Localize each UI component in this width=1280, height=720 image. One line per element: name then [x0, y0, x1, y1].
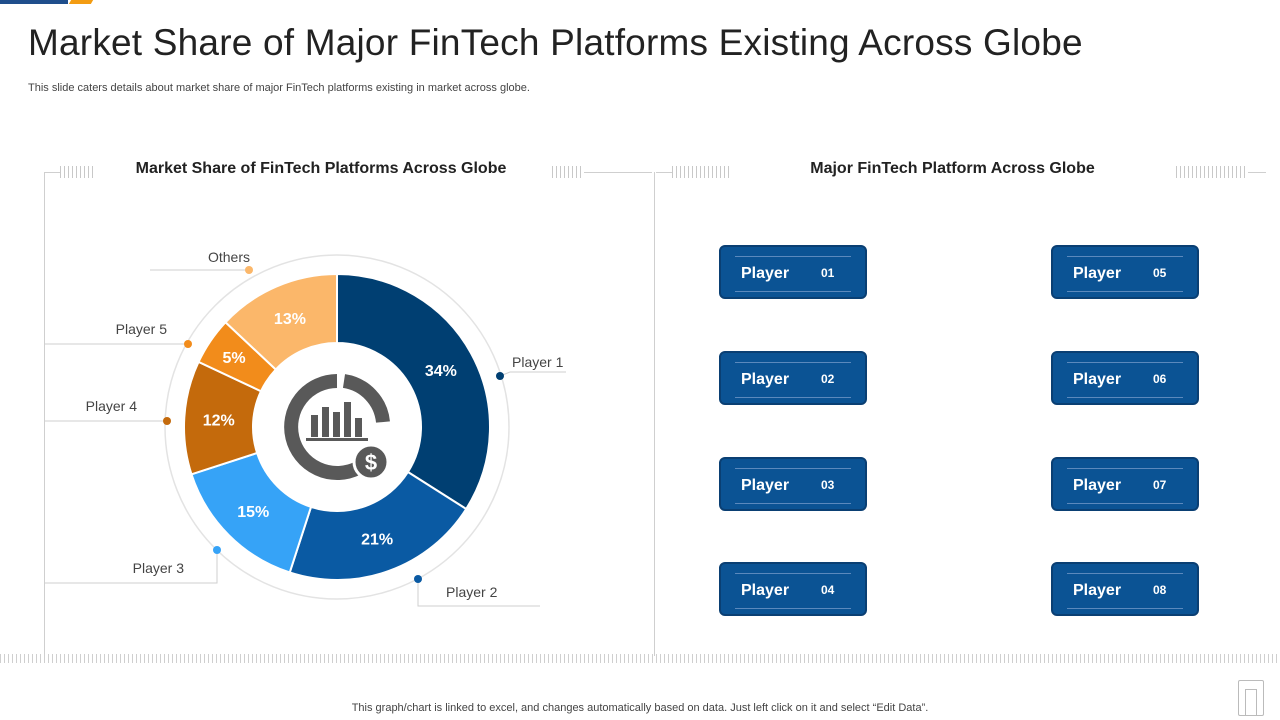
corner-accent	[0, 0, 100, 6]
player-box-line	[1067, 397, 1183, 398]
heading-ticks-left	[60, 166, 94, 178]
slice-value-label: 15%	[237, 504, 269, 521]
player-box-line	[1067, 573, 1183, 574]
player-number: 01	[821, 266, 835, 280]
player-number: 05	[1153, 266, 1167, 280]
left-frame-side-line	[44, 172, 45, 656]
player-box-line	[735, 362, 851, 363]
slice-name-label: Player 5	[116, 321, 168, 337]
player-box-06[interactable]: Player 06	[1051, 351, 1199, 405]
player-label: Player	[741, 477, 790, 494]
player-number: 03	[821, 478, 835, 492]
player-number: 06	[1153, 372, 1167, 386]
callout-dot	[496, 372, 504, 380]
player-box-line	[1067, 468, 1183, 469]
slice-value-label: 13%	[274, 311, 306, 328]
player-box-08[interactable]: Player 08	[1051, 562, 1199, 616]
player-label: Player	[1073, 582, 1122, 599]
callout-dot	[184, 340, 192, 348]
footnote: This graph/chart is linked to excel, and…	[351, 702, 929, 714]
player-label: Player	[1073, 265, 1122, 282]
slide-icon	[1238, 680, 1264, 716]
player-label: Player	[741, 371, 790, 388]
corner-accent-orange	[68, 0, 94, 4]
donut-slice[interactable]	[288, 470, 468, 581]
player-box-line	[1067, 362, 1183, 363]
player-label: Player	[741, 265, 790, 282]
player-box-02[interactable]: Player 02	[719, 351, 867, 405]
player-label: Player	[1073, 371, 1122, 388]
player-box-07[interactable]: Player 07	[1051, 457, 1199, 511]
slice-name-label: Player 3	[133, 560, 185, 576]
donut-outer-ring	[164, 254, 510, 600]
donut-callouts: Player 1 Player 2 Player 3 Player 4 Player 5…	[44, 249, 566, 607]
slice-value-label: 12%	[203, 413, 235, 430]
right-panel-heading: Major FinTech Platform Across Globe	[810, 160, 1095, 177]
player-box-line	[735, 468, 851, 469]
player-box-04[interactable]: Player 04	[719, 562, 867, 616]
player-box-line	[1067, 256, 1183, 257]
left-panel-heading: Market Share of FinTech Platforms Across…	[135, 160, 507, 177]
player-label: Player	[741, 582, 790, 599]
player-box-line	[735, 573, 851, 574]
left-frame-top-line-right	[584, 172, 652, 173]
left-frame-top-line	[44, 172, 60, 173]
bar-chart-dollar-icon: $	[284, 374, 390, 481]
page-subtitle: This slide caters details about market s…	[28, 82, 530, 94]
donut-slice-labels: 34% 21% 15% 12% 5% 13%	[203, 311, 457, 548]
callout-dot	[245, 266, 253, 274]
callout-line	[417, 579, 540, 607]
player-box-03[interactable]: Player 03	[719, 457, 867, 511]
slice-value-label: 5%	[222, 350, 245, 367]
player-box-line	[1067, 608, 1183, 609]
player-box-05[interactable]: Player 05	[1051, 245, 1199, 299]
player-box-01[interactable]: Player 01	[719, 245, 867, 299]
player-number: 02	[821, 372, 835, 386]
bottom-tick-strip	[0, 654, 1280, 663]
donut-slices	[183, 272, 491, 581]
donut-slice[interactable]	[336, 272, 491, 511]
slice-value-label: 34%	[425, 363, 457, 380]
callout-line	[499, 371, 566, 377]
player-number: 04	[821, 583, 835, 597]
slice-name-label: Player 4	[86, 398, 138, 414]
right-heading-ticks-left	[672, 166, 730, 178]
callout-dot	[213, 546, 221, 554]
right-heading-ticks-right	[1176, 166, 1248, 178]
page-title: Market Share of Major FinTech Platforms …	[28, 22, 1083, 63]
slice-name-label: Player 2	[446, 584, 498, 600]
player-box-line	[735, 256, 851, 257]
player-number: 07	[1153, 478, 1167, 492]
callout-dot	[414, 575, 422, 583]
slice-value-label: 21%	[361, 531, 393, 548]
heading-ticks-right	[552, 166, 582, 178]
panel-divider-line	[654, 172, 655, 656]
player-box-line	[735, 397, 851, 398]
player-box-line	[1067, 291, 1183, 292]
callout-line	[44, 550, 218, 584]
slice-name-label: Others	[208, 249, 250, 265]
callout-dot	[163, 417, 171, 425]
player-box-line	[1067, 503, 1183, 504]
svg-text:$: $	[365, 450, 377, 475]
right-frame-top-line	[656, 172, 672, 173]
player-box-line	[735, 503, 851, 504]
slice-name-label: Player 1	[512, 354, 564, 370]
player-number: 08	[1153, 583, 1167, 597]
player-box-line	[735, 608, 851, 609]
player-label: Player	[1073, 477, 1122, 494]
corner-accent-blue	[0, 0, 68, 4]
right-frame-top-line-right	[1248, 172, 1266, 173]
player-box-line	[735, 291, 851, 292]
donut-slice[interactable]	[224, 272, 338, 371]
